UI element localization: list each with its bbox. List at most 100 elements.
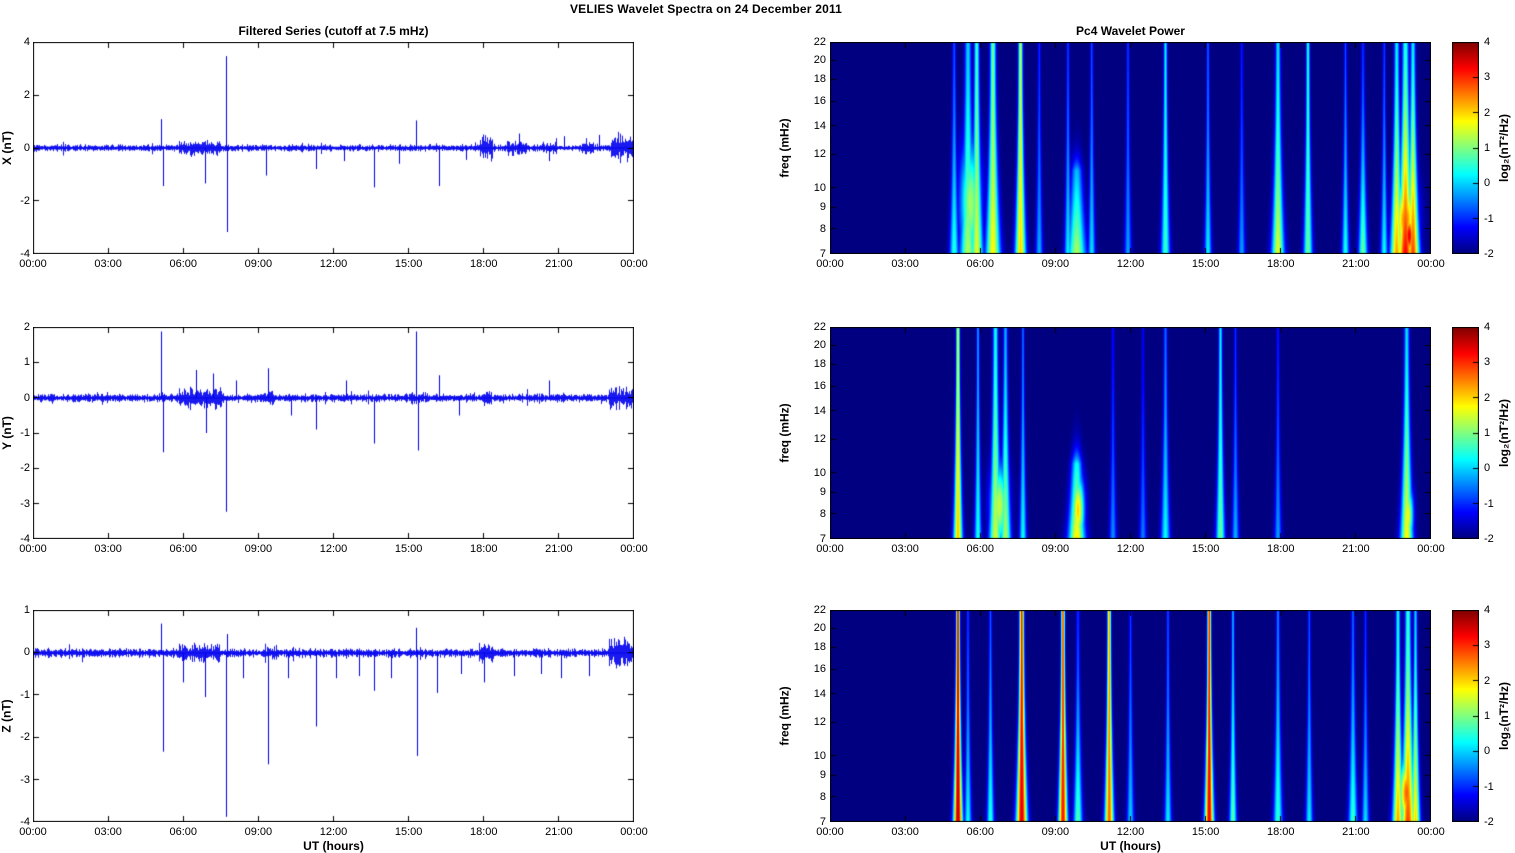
x-tick-label: 03:00 bbox=[891, 258, 919, 270]
freq-tick-label: 20 bbox=[813, 53, 826, 66]
colorbar-tick-label: 1 bbox=[1484, 142, 1491, 154]
y-tick-label: -3 bbox=[20, 497, 30, 510]
colorbar-top bbox=[1452, 42, 1479, 254]
x-tick-label: 00:00 bbox=[19, 543, 47, 555]
freq-tick-label: 16 bbox=[813, 662, 826, 675]
y-wavelet-power-spectrogram bbox=[830, 327, 1431, 539]
x-tick-label: 00:00 bbox=[816, 543, 844, 555]
freq-tick-label: 7 bbox=[819, 533, 826, 545]
y-tick-label: 4 bbox=[23, 36, 30, 48]
colorbar-tick-label: 4 bbox=[1484, 321, 1491, 333]
y-tick-label: -4 bbox=[20, 248, 30, 260]
freq-ylabel-middle: freq (mHz) bbox=[777, 327, 793, 539]
freq-tick-label: 14 bbox=[813, 119, 826, 132]
z-filtered-series-plot bbox=[33, 610, 634, 822]
freq-tick-label: 7 bbox=[819, 248, 826, 260]
freq-tick-label: 8 bbox=[819, 508, 826, 521]
freq-tick-label: 20 bbox=[813, 338, 826, 351]
colorbar-tick-label: 0 bbox=[1484, 177, 1491, 190]
x-tick-label: 12:00 bbox=[319, 543, 348, 555]
z-wavelet-power-spectrogram bbox=[830, 610, 1431, 822]
y-tick-label: -1 bbox=[20, 688, 30, 701]
freq-tick-label: 14 bbox=[813, 687, 826, 700]
freq-tick-label: 10 bbox=[813, 749, 826, 762]
freq-tick-label: 22 bbox=[813, 321, 826, 333]
colorbar-tick-label: 1 bbox=[1484, 427, 1491, 439]
freq-tick-label: 9 bbox=[819, 201, 826, 214]
xlabel-right: UT (hours) bbox=[1100, 839, 1161, 853]
x-tick-label: 00:00 bbox=[1417, 543, 1445, 555]
freq-tick-label: 22 bbox=[813, 36, 826, 48]
x-tick-label: 03:00 bbox=[94, 258, 122, 270]
freq-tick-label: 12 bbox=[813, 716, 826, 729]
y-tick-label: 0 bbox=[23, 646, 30, 659]
filtered-series-title: Filtered Series (cutoff at 7.5 mHz) bbox=[238, 24, 429, 38]
x-tick-label: 12:00 bbox=[319, 258, 348, 270]
freq-tick-label: 20 bbox=[813, 621, 826, 634]
freq-tick-label: 18 bbox=[813, 358, 826, 371]
x-tick-label: 12:00 bbox=[1116, 258, 1145, 270]
freq-tick-label: 16 bbox=[813, 379, 826, 392]
x-tick-label: 03:00 bbox=[891, 826, 919, 838]
colorbar-tick-label: 3 bbox=[1484, 639, 1491, 652]
x-tick-label: 15:00 bbox=[1191, 826, 1220, 838]
freq-tick-label: 16 bbox=[813, 94, 826, 107]
x-tick-label: 09:00 bbox=[244, 826, 273, 838]
x-tick-label: 00:00 bbox=[620, 258, 648, 270]
freq-ylabel-bottom-text: freq (mHz) bbox=[778, 686, 792, 746]
colorbar-tick-label: 2 bbox=[1484, 106, 1491, 119]
y-tick-label: -2 bbox=[20, 731, 30, 744]
x-tick-label: 18:00 bbox=[469, 826, 498, 838]
freq-tick-label: 8 bbox=[819, 223, 826, 236]
y-tick-label: 1 bbox=[23, 356, 30, 369]
x-tick-label: 21:00 bbox=[1342, 543, 1370, 555]
colorbar-tick-label: 4 bbox=[1484, 604, 1491, 616]
x-tick-label: 21:00 bbox=[545, 543, 573, 555]
x-tick-label: 18:00 bbox=[469, 258, 498, 270]
y-tick-label: 0 bbox=[23, 142, 30, 154]
x-tick-label: 18:00 bbox=[1266, 258, 1295, 270]
x-tick-label: 21:00 bbox=[545, 258, 573, 270]
y-filtered-series-plot bbox=[33, 327, 634, 539]
y-tick-label: -2 bbox=[20, 195, 30, 207]
x-tick-label: 21:00 bbox=[1342, 826, 1370, 838]
x-tick-label: 00:00 bbox=[1417, 826, 1445, 838]
x-tick-label: 12:00 bbox=[319, 826, 348, 838]
xlabel-left: UT (hours) bbox=[303, 839, 364, 853]
x-tick-label: 00:00 bbox=[816, 258, 844, 270]
x-tick-label: 00:00 bbox=[620, 543, 648, 555]
freq-tick-label: 10 bbox=[813, 181, 826, 194]
colorbar-tick-label: 4 bbox=[1484, 36, 1491, 48]
x-tick-label: 21:00 bbox=[1342, 258, 1370, 270]
x-tick-label: 09:00 bbox=[1041, 258, 1070, 270]
colorbar-tick-label: 1 bbox=[1484, 710, 1491, 722]
x-tick-label: 09:00 bbox=[1041, 543, 1070, 555]
x-tick-label: 09:00 bbox=[244, 258, 273, 270]
colorbar-tick-label: 2 bbox=[1484, 674, 1491, 687]
x-tick-label: 18:00 bbox=[1266, 543, 1295, 555]
colorbar-bottom bbox=[1452, 610, 1479, 822]
y-tick-label: -3 bbox=[20, 773, 30, 786]
x-tick-label: 18:00 bbox=[1266, 826, 1295, 838]
freq-tick-label: 12 bbox=[813, 433, 826, 446]
colorbar-tick-label: -2 bbox=[1484, 248, 1494, 260]
colorbar-tick-label: 0 bbox=[1484, 745, 1491, 758]
x-filtered-series-plot bbox=[33, 42, 634, 254]
freq-tick-label: 18 bbox=[813, 73, 826, 86]
freq-tick-label: 8 bbox=[819, 791, 826, 804]
y-tick-label: 1 bbox=[23, 604, 30, 616]
colorbar-tick-label: 0 bbox=[1484, 462, 1491, 475]
x-tick-label: 15:00 bbox=[394, 258, 423, 270]
x-tick-label: 15:00 bbox=[394, 826, 423, 838]
freq-tick-label: 18 bbox=[813, 641, 826, 654]
x-tick-label: 12:00 bbox=[1116, 543, 1145, 555]
colorbar-tick-label: -1 bbox=[1484, 212, 1494, 225]
freq-ylabel-bottom: freq (mHz) bbox=[777, 610, 793, 822]
y-tick-label: 2 bbox=[23, 321, 30, 333]
freq-ylabel-top: freq (mHz) bbox=[777, 42, 793, 254]
x-tick-label: 06:00 bbox=[966, 258, 995, 270]
x-tick-label: 15:00 bbox=[1191, 258, 1220, 270]
y-tick-label: -4 bbox=[20, 816, 30, 828]
y-tick-label: -2 bbox=[20, 462, 30, 475]
